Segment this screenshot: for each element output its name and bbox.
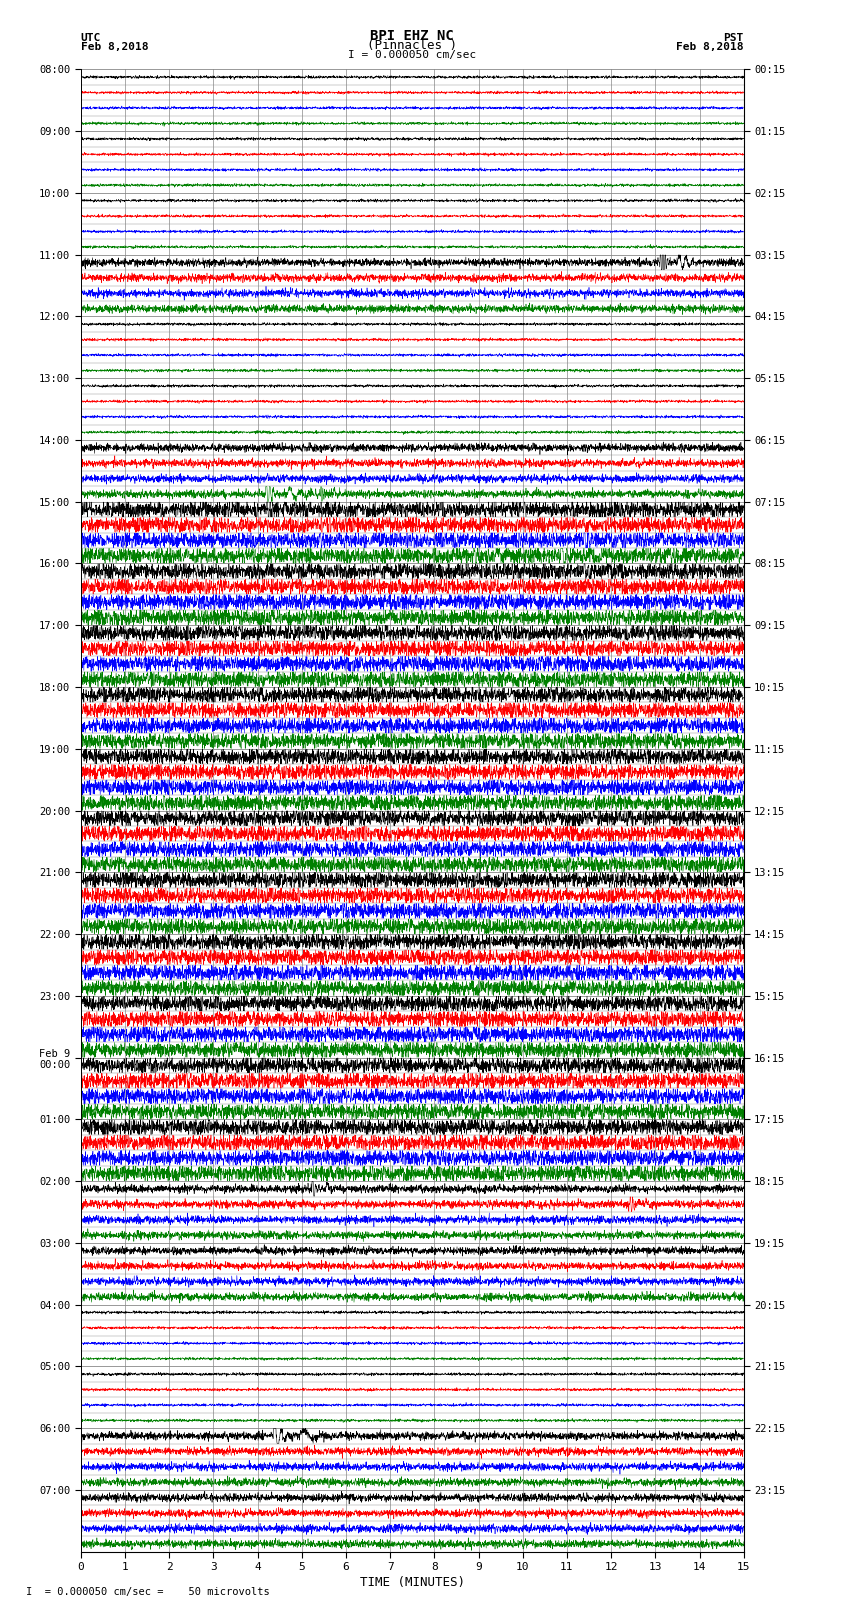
Text: PST: PST bbox=[723, 32, 744, 44]
Text: (Pinnacles ): (Pinnacles ) bbox=[367, 39, 457, 52]
Text: UTC: UTC bbox=[81, 32, 101, 44]
X-axis label: TIME (MINUTES): TIME (MINUTES) bbox=[360, 1576, 465, 1589]
Text: I = 0.000050 cm/sec: I = 0.000050 cm/sec bbox=[348, 50, 476, 60]
Text: I  = 0.000050 cm/sec =    50 microvolts: I = 0.000050 cm/sec = 50 microvolts bbox=[26, 1587, 269, 1597]
Text: Feb 8,2018: Feb 8,2018 bbox=[81, 42, 148, 52]
Text: Feb 8,2018: Feb 8,2018 bbox=[677, 42, 744, 52]
Text: BPI EHZ NC: BPI EHZ NC bbox=[371, 29, 454, 44]
